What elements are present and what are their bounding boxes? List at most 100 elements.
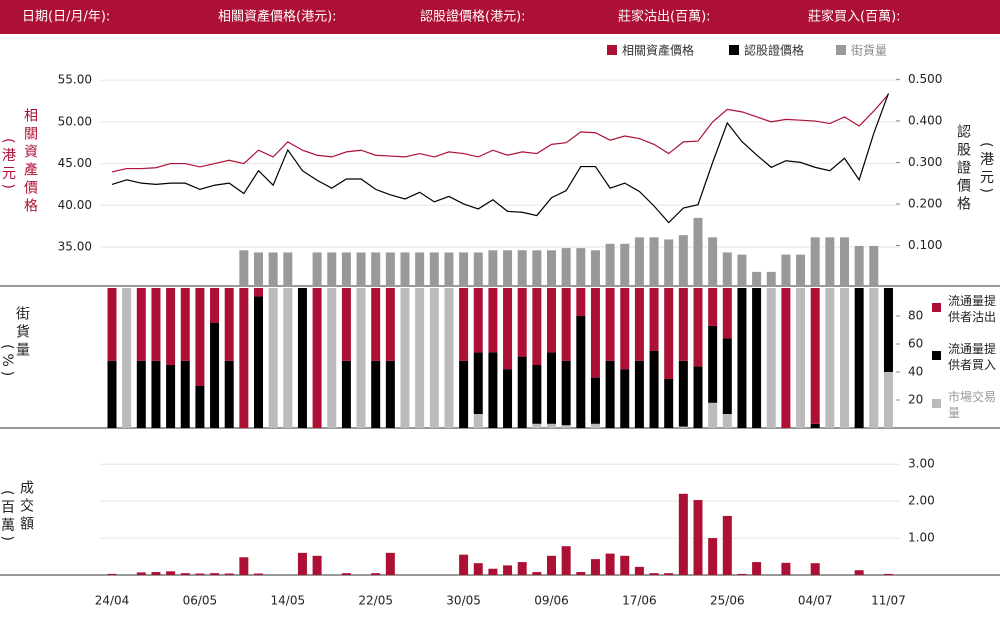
outstanding-bar	[796, 254, 806, 287]
legend-label: 流通量提供者沽出	[948, 294, 997, 324]
volume-bar	[385, 552, 395, 575]
share-bar	[195, 386, 205, 428]
volume-bar	[210, 573, 220, 575]
share-bar	[547, 288, 556, 353]
share-bar	[708, 325, 718, 403]
outstanding-bar	[664, 239, 674, 287]
share-bar	[151, 288, 161, 361]
tick-label: 0.500	[908, 72, 942, 86]
volume-bar	[254, 573, 263, 575]
outstanding-bar	[708, 237, 718, 287]
share-bar	[166, 365, 176, 428]
axis-title: 認股證價格	[955, 124, 971, 214]
share-bar	[224, 360, 234, 428]
outstanding-bar	[488, 250, 498, 287]
header-bar	[0, 0, 1000, 34]
share-bar	[254, 296, 263, 428]
share-bar	[488, 288, 498, 353]
share-bar	[708, 402, 718, 428]
volume-bar	[473, 563, 483, 575]
volume-bar	[649, 573, 659, 575]
tick-label: 0.100	[908, 238, 942, 252]
share-bar	[136, 288, 146, 361]
tick-label: 55.00	[58, 73, 92, 87]
legend-swatch	[729, 45, 739, 55]
share-bar	[664, 379, 674, 428]
share-bar	[400, 288, 410, 428]
volume-bar	[620, 555, 630, 575]
share-bar	[503, 369, 513, 428]
share-bar	[385, 288, 395, 361]
share-bar	[180, 360, 190, 428]
share-bar	[722, 288, 732, 339]
tick-label: 40	[908, 365, 923, 379]
share-bar	[532, 288, 542, 365]
share-bar	[547, 423, 556, 428]
outstanding-bar	[752, 271, 762, 287]
share-bar	[561, 360, 571, 426]
outstanding-bar	[385, 252, 395, 287]
share-bar	[693, 288, 703, 367]
share-bar	[576, 316, 586, 428]
share-bar	[341, 288, 351, 361]
share-bar	[796, 288, 806, 428]
outstanding-bar	[840, 237, 849, 287]
x-tick-label: 30/05	[446, 594, 481, 608]
outstanding-bar	[356, 252, 366, 287]
outstanding-bar	[781, 254, 791, 287]
tick-label: 1.00	[908, 531, 935, 545]
share-bar	[210, 288, 220, 323]
share-bar	[473, 352, 483, 414]
share-bar	[503, 288, 513, 370]
outstanding-bar	[649, 237, 659, 287]
volume-bar	[693, 500, 703, 575]
volume-bar	[854, 570, 864, 575]
volume-bar	[239, 557, 249, 575]
share-bar	[180, 288, 190, 361]
share-bar	[664, 288, 674, 379]
share-bar	[268, 288, 278, 428]
share-bar	[444, 288, 454, 428]
share-bar	[371, 360, 381, 428]
legend-swatch	[607, 45, 617, 55]
share-bar	[107, 288, 117, 361]
share-bar	[517, 356, 527, 428]
x-tick-label: 14/05	[271, 594, 306, 608]
volume-bar	[224, 573, 234, 575]
x-tick-label: 24/04	[95, 594, 130, 608]
tick-label: 80	[908, 309, 923, 323]
volume-bar	[107, 573, 117, 575]
share-bar	[678, 360, 688, 427]
outstanding-bar	[283, 252, 293, 287]
share-bar	[561, 288, 571, 361]
volume-bar	[605, 553, 615, 575]
outstanding-bar	[561, 248, 571, 287]
outstanding-bar	[239, 250, 249, 287]
outstanding-bar	[532, 250, 542, 287]
axis-title: 街貨量	[14, 306, 30, 360]
volume-bar	[722, 515, 732, 575]
volume-bar	[195, 573, 205, 575]
share-bar	[737, 288, 747, 428]
share-bar	[722, 338, 732, 414]
legend-label: 街貨量	[851, 43, 887, 58]
legend-swatch	[932, 303, 941, 312]
tick-label: 20	[908, 393, 923, 407]
volume-bar	[752, 562, 762, 575]
axis-title: 成交額	[18, 480, 34, 534]
share-bar	[708, 288, 718, 326]
tick-label: 0.300	[908, 155, 942, 169]
outstanding-bar	[693, 217, 703, 287]
share-bar	[854, 288, 864, 428]
share-bar	[678, 426, 688, 428]
volume-bar	[547, 555, 556, 575]
tick-label: 3.00	[908, 457, 935, 471]
share-bar	[620, 288, 630, 370]
share-bar	[473, 288, 483, 353]
outstanding-bar	[473, 252, 483, 287]
outstanding-bar	[737, 254, 747, 287]
volume-bar	[517, 562, 527, 575]
tick-label: 0.400	[908, 113, 942, 127]
legend-label: 流通量提供者買入	[948, 342, 997, 372]
share-bar	[429, 288, 439, 428]
